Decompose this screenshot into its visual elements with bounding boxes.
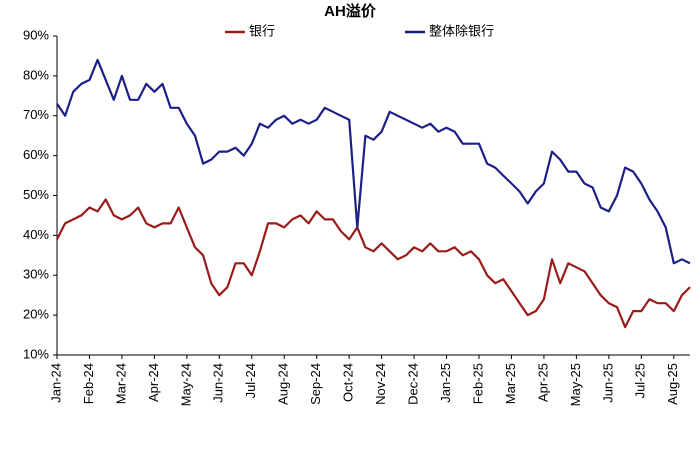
x-tick-label: Feb-25 (470, 363, 485, 404)
x-tick-label: Nov-24 (373, 363, 388, 405)
y-tick-label: 30% (23, 267, 49, 282)
y-tick-label: 10% (23, 346, 49, 361)
x-tick-label: Aug-25 (665, 363, 680, 405)
x-tick-label: May-25 (568, 363, 583, 406)
y-tick-label: 50% (23, 187, 49, 202)
y-tick-label: 70% (23, 107, 49, 122)
x-tick-label: Mar-25 (503, 363, 518, 404)
y-tick-label: 90% (23, 27, 49, 42)
x-tick-label: Jan-25 (438, 363, 453, 403)
y-tick-label: 40% (23, 227, 49, 242)
y-tick-label: 80% (23, 67, 49, 82)
x-tick-label: Jan-24 (48, 363, 63, 403)
x-tick-label: Dec-24 (406, 363, 421, 405)
x-tick-label: Jul-25 (633, 363, 648, 398)
x-tick-label: May-24 (178, 363, 193, 406)
x-tick-label: Apr-25 (535, 363, 550, 402)
x-tick-label: Oct-24 (341, 363, 356, 402)
series-line (56, 58, 691, 265)
x-tick-label: Sep-24 (308, 363, 323, 405)
x-tick-label: Feb-24 (81, 363, 96, 404)
series-line (56, 198, 691, 329)
x-tick-label: Apr-24 (146, 363, 161, 402)
y-tick-label: 20% (23, 307, 49, 322)
x-tick-label: Jul-24 (243, 363, 258, 398)
chart-title: AH溢价 (324, 2, 377, 20)
y-tick-label: 60% (23, 147, 49, 162)
x-tick-label: Jun-24 (211, 363, 226, 403)
legend-label: 银行 (249, 23, 275, 38)
x-tick-label: Aug-24 (276, 363, 291, 405)
x-tick-label: Jun-25 (600, 363, 615, 403)
legend-label: 整体除银行 (429, 23, 494, 38)
x-tick-label: Mar-24 (113, 363, 128, 404)
